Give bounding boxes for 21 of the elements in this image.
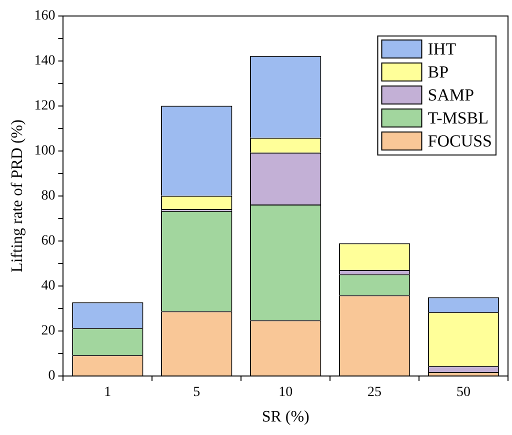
y-tick-label: 120 bbox=[34, 98, 56, 114]
y-tick-label: 160 bbox=[34, 8, 56, 24]
x-axis-title: SR (%) bbox=[262, 408, 310, 426]
y-tick-label: 100 bbox=[34, 144, 56, 159]
y-tick-label: 40 bbox=[41, 278, 56, 294]
x-tick-label: 10 bbox=[278, 385, 293, 400]
legend-label: BP bbox=[428, 62, 449, 82]
legend-label: T-MSBL bbox=[428, 108, 489, 128]
x-tick-label: 50 bbox=[456, 385, 471, 400]
y-tick-label: 140 bbox=[34, 54, 56, 69]
legend-label: FOCUSS bbox=[428, 131, 492, 150]
x-tick-label: 5 bbox=[193, 385, 200, 400]
y-tick-label: 80 bbox=[41, 188, 56, 204]
legend-label: SAMP bbox=[428, 85, 474, 104]
y-axis-title: Lifting rate of PRD (%) bbox=[8, 120, 26, 272]
x-tick-label: 25 bbox=[368, 385, 382, 400]
y-tick-label: 60 bbox=[41, 234, 56, 249]
y-tick-label: 0 bbox=[48, 368, 56, 384]
y-tick-label: 20 bbox=[41, 324, 56, 339]
legend-label: IHT bbox=[428, 39, 457, 58]
x-tick-label: 1 bbox=[104, 385, 112, 400]
